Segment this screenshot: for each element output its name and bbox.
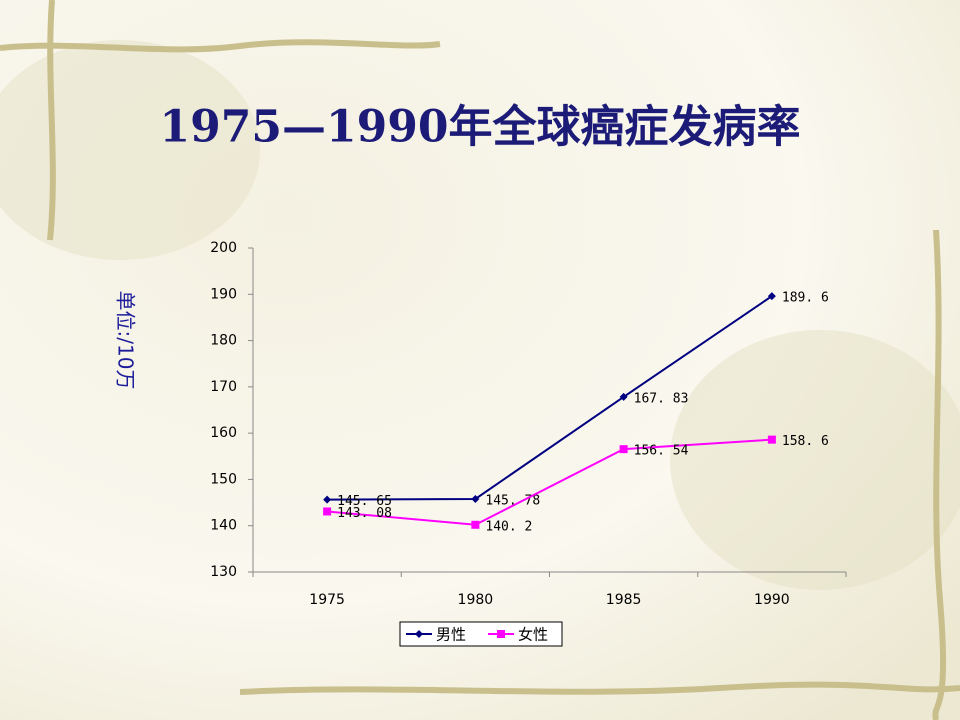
legend-label: 男性 [436,626,466,644]
x-tick-label: 1980 [458,592,494,608]
data-label: 140. 2 [485,519,532,534]
x-tick-label: 1985 [606,592,642,608]
vine [47,0,56,241]
series-line [327,438,772,526]
x-tick-label: 1975 [309,592,345,608]
data-label: 158. 6 [782,434,829,449]
data-label: 145. 78 [485,493,540,508]
data-label: 189. 6 [782,291,829,306]
y-tick-label: 180 [210,333,237,349]
data-point [471,520,480,529]
y-tick-label: 160 [210,425,237,441]
data-point [767,292,776,301]
y-tick-label: 190 [210,286,237,302]
data-label: 143. 08 [337,506,392,521]
data-point [323,507,332,516]
series-line [327,295,773,501]
data-label: 145. 65 [337,494,392,509]
legend-marker [415,630,423,638]
y-tick-label: 170 [210,379,237,395]
y-tick-label: 140 [210,518,237,534]
chart-title: 1975—1990年全球癌症发病率 [160,102,801,153]
data-point [619,445,628,454]
decoration [670,330,960,590]
vine [239,681,960,695]
vine [0,39,441,53]
vine [932,229,947,720]
legend-marker [497,630,505,638]
data-label: 167. 83 [634,391,689,406]
x-tick-label: 1990 [754,592,790,608]
y-tick-label: 200 [210,240,237,256]
legend-box [399,621,563,647]
y-tick-label: 130 [210,564,237,580]
y-tick-label: 150 [210,471,237,487]
data-label: 156. 54 [634,444,689,459]
y-axis-label: 单位:/10万 [114,291,138,390]
decoration [0,40,260,260]
legend-label: 女性 [518,626,548,644]
data-point [323,495,332,504]
data-point [619,392,628,401]
data-point [767,435,776,444]
data-point [471,494,480,503]
